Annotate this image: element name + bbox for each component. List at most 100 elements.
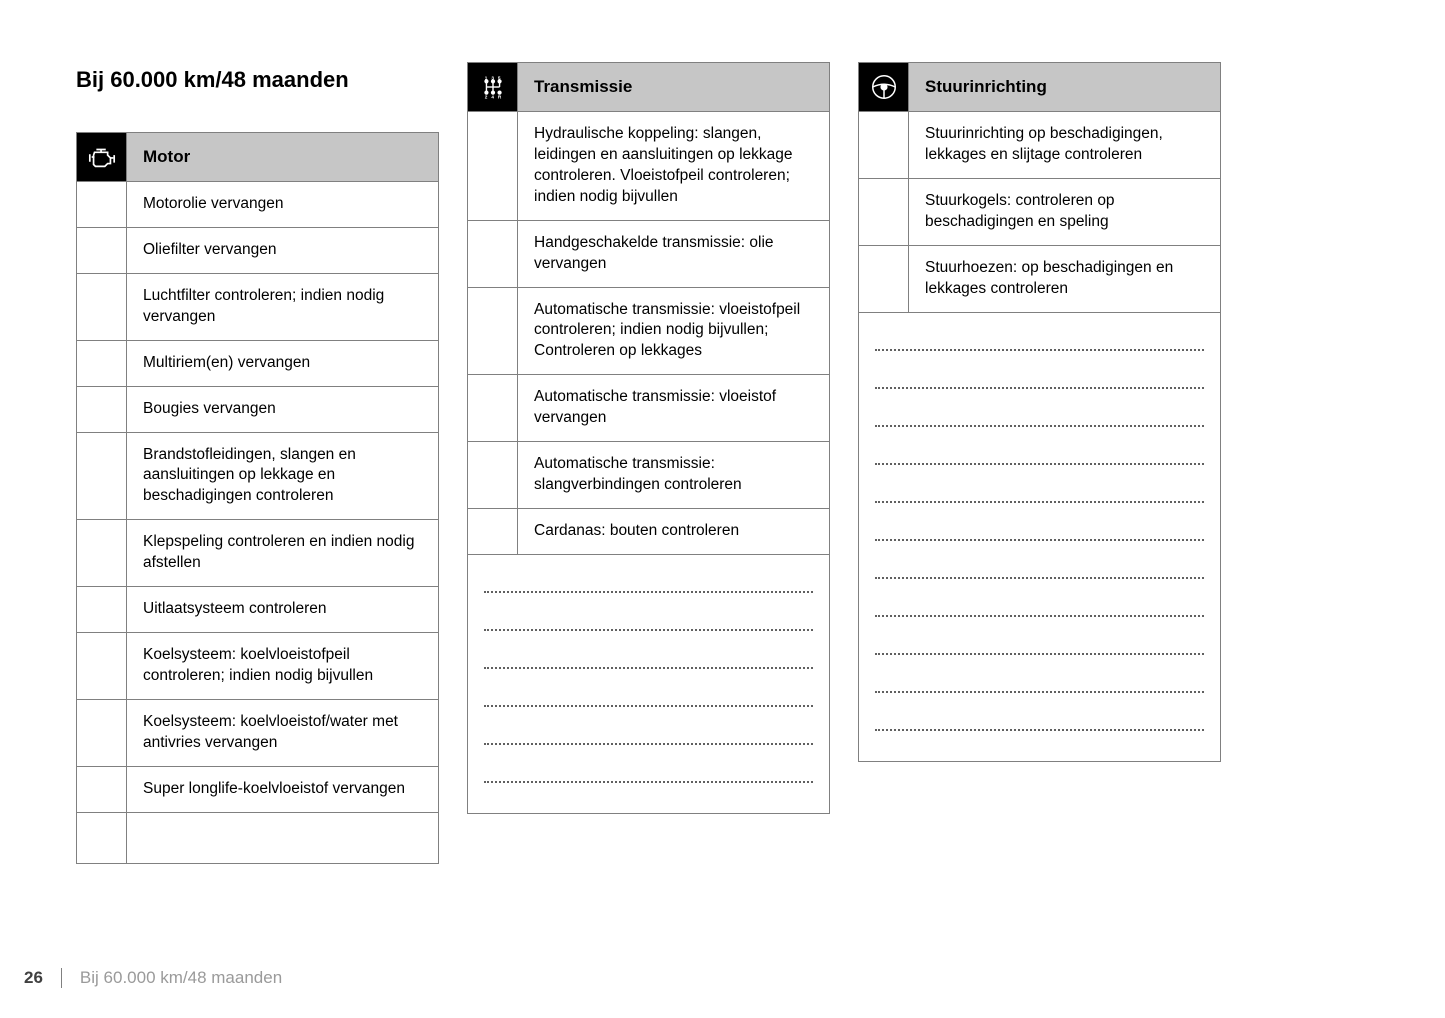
check-cell bbox=[77, 433, 127, 520]
item-text: Koelsysteem: koelvloeistofpeil controler… bbox=[127, 633, 438, 699]
check-cell bbox=[859, 179, 909, 245]
table-row: Automatische transmissie: slangverbindin… bbox=[468, 442, 829, 509]
dotted-line bbox=[875, 561, 1204, 579]
svg-text:1: 1 bbox=[484, 76, 487, 81]
column-transmissie: 1 3 5 2 4 R Transmissie Hydraulische kop… bbox=[467, 62, 830, 864]
item-text: Automatische transmissie: vloeistof verv… bbox=[518, 375, 829, 441]
table-row: Automatische transmissie: vloeistofpeil … bbox=[468, 288, 829, 376]
table-row: Uitlaatsysteem controleren bbox=[77, 587, 438, 633]
item-text: Motorolie vervangen bbox=[127, 182, 438, 227]
item-text: Bougies vervangen bbox=[127, 387, 438, 432]
dotted-line bbox=[484, 651, 813, 669]
column-motor: Motor Motorolie vervangen Oliefilter ver… bbox=[76, 132, 439, 864]
item-text: Koelsysteem: koelvloeistof/water met ant… bbox=[127, 700, 438, 766]
motor-header-label: Motor bbox=[127, 133, 438, 181]
check-cell bbox=[77, 520, 127, 586]
check-cell bbox=[77, 182, 127, 227]
dotted-line bbox=[875, 371, 1204, 389]
check-cell bbox=[77, 387, 127, 432]
stuurinrichting-table: Stuurinrichting Stuurinrichting op besch… bbox=[858, 62, 1221, 762]
dotted-line bbox=[484, 765, 813, 783]
check-cell bbox=[468, 509, 518, 554]
check-cell bbox=[859, 246, 909, 312]
gearshift-icon: 1 3 5 2 4 R bbox=[468, 63, 518, 111]
table-row: Automatische transmissie: vloeistof verv… bbox=[468, 375, 829, 442]
item-text: Luchtfilter controleren; indien nodig ve… bbox=[127, 274, 438, 340]
table-row: Motorolie vervangen bbox=[77, 182, 438, 228]
transmissie-header-label: Transmissie bbox=[518, 63, 829, 111]
item-text: Cardanas: bouten controleren bbox=[518, 509, 829, 554]
table-row: Hydraulische koppeling: slangen, leiding… bbox=[468, 112, 829, 221]
item-text: Hydraulische koppeling: slangen, leiding… bbox=[518, 112, 829, 220]
blank-lines-area bbox=[859, 313, 1220, 761]
table-row: Luchtfilter controleren; indien nodig ve… bbox=[77, 274, 438, 341]
blank-row bbox=[77, 813, 438, 863]
motor-table: Motor Motorolie vervangen Oliefilter ver… bbox=[76, 132, 439, 864]
page-number: 26 bbox=[24, 968, 62, 988]
stuurinrichting-header-label: Stuurinrichting bbox=[909, 63, 1220, 111]
stuurinrichting-header: Stuurinrichting bbox=[859, 63, 1220, 112]
dotted-line bbox=[875, 485, 1204, 503]
column-stuurinrichting: Stuurinrichting Stuurinrichting op besch… bbox=[858, 62, 1221, 864]
table-row: Handgeschakelde transmissie: olie vervan… bbox=[468, 221, 829, 288]
table-row: Stuurhoezen: op beschadigingen en lekkag… bbox=[859, 246, 1220, 313]
table-row: Super longlife-koelvloeistof vervangen bbox=[77, 767, 438, 813]
check-cell bbox=[468, 221, 518, 287]
dotted-line bbox=[875, 599, 1204, 617]
check-cell bbox=[77, 813, 127, 863]
table-row: Koelsysteem: koelvloeistofpeil controler… bbox=[77, 633, 438, 700]
page-footer: 26 Bij 60.000 km/48 maanden bbox=[24, 968, 282, 988]
dotted-line bbox=[875, 447, 1204, 465]
item-text: Automatische transmissie: slangverbindin… bbox=[518, 442, 829, 508]
check-cell bbox=[77, 587, 127, 632]
svg-text:3: 3 bbox=[491, 76, 494, 81]
check-cell bbox=[468, 442, 518, 508]
item-text: Handgeschakelde transmissie: olie vervan… bbox=[518, 221, 829, 287]
dotted-line bbox=[875, 523, 1204, 541]
svg-text:R: R bbox=[497, 94, 501, 99]
table-row: Bougies vervangen bbox=[77, 387, 438, 433]
item-text: Automatische transmissie: vloeistofpeil … bbox=[518, 288, 829, 375]
item-text: Stuurkogels: controleren op beschadiging… bbox=[909, 179, 1220, 245]
dotted-line bbox=[484, 613, 813, 631]
item-text: Stuurinrichting op beschadigingen, lekka… bbox=[909, 112, 1220, 178]
check-cell bbox=[468, 375, 518, 441]
dotted-line bbox=[484, 575, 813, 593]
table-row: Oliefilter vervangen bbox=[77, 228, 438, 274]
check-cell bbox=[859, 112, 909, 178]
motor-header: Motor bbox=[77, 133, 438, 182]
dotted-line bbox=[875, 333, 1204, 351]
steering-icon bbox=[859, 63, 909, 111]
table-row: Brandstofleidingen, slangen en aansluiti… bbox=[77, 433, 438, 521]
item-text: Klepspeling controleren en indien nodig … bbox=[127, 520, 438, 586]
table-row: Stuurinrichting op beschadigingen, lekka… bbox=[859, 112, 1220, 179]
check-cell bbox=[77, 228, 127, 273]
check-cell bbox=[468, 288, 518, 375]
check-cell bbox=[77, 274, 127, 340]
engine-icon bbox=[77, 133, 127, 181]
item-text: Uitlaatsysteem controleren bbox=[127, 587, 438, 632]
item-text: Stuurhoezen: op beschadigingen en lekkag… bbox=[909, 246, 1220, 312]
check-cell bbox=[77, 767, 127, 812]
check-cell bbox=[77, 700, 127, 766]
transmissie-table: 1 3 5 2 4 R Transmissie Hydraulische kop… bbox=[467, 62, 830, 814]
table-row: Klepspeling controleren en indien nodig … bbox=[77, 520, 438, 587]
table-row: Cardanas: bouten controleren bbox=[468, 509, 829, 555]
item-text: Brandstofleidingen, slangen en aansluiti… bbox=[127, 433, 438, 520]
dotted-line bbox=[875, 675, 1204, 693]
table-row: Koelsysteem: koelvloeistof/water met ant… bbox=[77, 700, 438, 767]
table-row: Stuurkogels: controleren op beschadiging… bbox=[859, 179, 1220, 246]
columns-container: Motor Motorolie vervangen Oliefilter ver… bbox=[76, 62, 1221, 864]
check-cell bbox=[77, 341, 127, 386]
svg-text:2: 2 bbox=[484, 94, 487, 99]
check-cell bbox=[77, 633, 127, 699]
blank-lines-area bbox=[468, 555, 829, 813]
footer-text: Bij 60.000 km/48 maanden bbox=[80, 968, 282, 988]
item-text: Oliefilter vervangen bbox=[127, 228, 438, 273]
dotted-line bbox=[875, 637, 1204, 655]
svg-text:5: 5 bbox=[497, 76, 500, 81]
blank-cell bbox=[127, 813, 438, 863]
dotted-line bbox=[484, 727, 813, 745]
dotted-line bbox=[875, 713, 1204, 731]
svg-text:4: 4 bbox=[491, 94, 494, 99]
